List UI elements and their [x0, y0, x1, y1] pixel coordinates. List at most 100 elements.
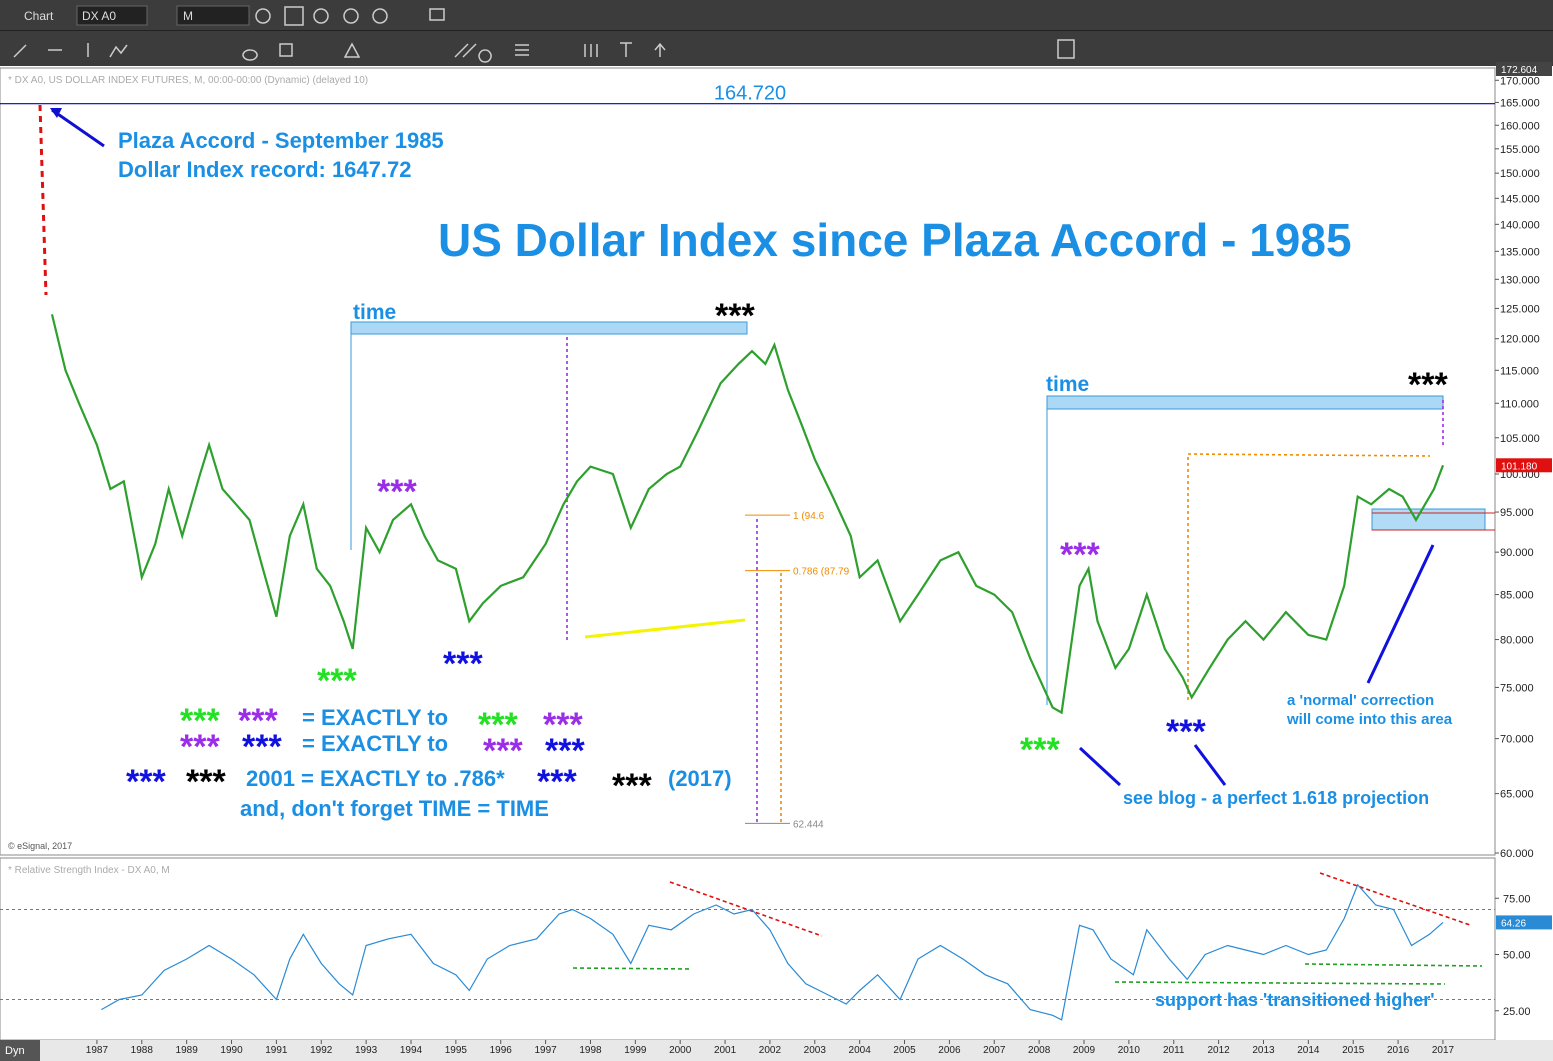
x-tick-label: 2014 [1297, 1045, 1320, 1056]
y-tick-label: 115.000 [1500, 365, 1539, 377]
y-tick-label: 70.000 [1500, 734, 1534, 746]
star: *** [186, 763, 226, 801]
y-tick-label: 170.000 [1500, 75, 1540, 87]
x-tick-label: 1995 [445, 1045, 468, 1056]
star: *** [317, 662, 357, 700]
x-tick-label: 1999 [624, 1045, 647, 1056]
y-tick-label: 75.000 [1500, 682, 1534, 694]
x-tick-label: 2005 [893, 1045, 916, 1056]
value-badge-label: 101.180 [1501, 461, 1538, 472]
series-line [101, 883, 1444, 1021]
star: *** [612, 767, 652, 805]
interval[interactable]: M [183, 9, 193, 23]
x-tick-label: 1998 [579, 1045, 602, 1056]
status-box [0, 1040, 40, 1061]
drop-line [38, 104, 48, 296]
star: *** [238, 702, 278, 740]
y-tick-label: 25.00 [1503, 1006, 1531, 1018]
x-tick-label: 2011 [1163, 1045, 1185, 1056]
x-tick-label: 2007 [983, 1045, 1006, 1056]
y-tick-label: 95.000 [1500, 507, 1534, 519]
x-tick-label: 1987 [86, 1045, 109, 1056]
y-tick-label: 85.000 [1500, 590, 1534, 602]
rsi-header: * Relative Strength Index - DX A0, M [8, 865, 170, 876]
rsi-panel [0, 857, 1496, 1041]
star: *** [1166, 713, 1206, 751]
y-tick-label: 135.000 [1500, 246, 1540, 258]
y-tick-label: 60.000 [1500, 848, 1534, 860]
x-tick-label: 1993 [355, 1045, 378, 1056]
y-tick-label: 140.000 [1500, 219, 1540, 231]
y-tick-label: 165.000 [1500, 97, 1540, 109]
y-tick-label: 160.000 [1500, 120, 1540, 132]
x-tick-label: 2013 [1252, 1045, 1275, 1056]
annotation: (2017) [668, 766, 732, 791]
annotation: 2001 = EXACTLY to .786* [246, 766, 505, 791]
x-tick-label: 2004 [849, 1045, 872, 1056]
x-tick-label: 1991 [265, 1045, 288, 1056]
star: *** [483, 732, 523, 770]
time-box [350, 321, 748, 335]
window-title: Chart [24, 9, 54, 23]
fib-label: 62.444 [793, 819, 824, 830]
star: *** [242, 728, 282, 766]
series-line [50, 314, 1445, 715]
time-box [1046, 395, 1444, 410]
fib-label: 1 (94.6 [793, 511, 825, 522]
x-tick-label: 2002 [759, 1045, 782, 1056]
x-tick-label: 1989 [176, 1045, 199, 1056]
star: *** [180, 702, 220, 740]
x-tick-label: 2016 [1387, 1045, 1410, 1056]
star: *** [1020, 731, 1060, 769]
symbol[interactable]: DX A0 [82, 9, 116, 23]
annotation: see blog - a perfect 1.618 projection [1123, 788, 1429, 808]
series-header: * DX A0, US DOLLAR INDEX FUTURES, M, 00:… [8, 75, 368, 86]
y-tick-label: 130.000 [1500, 274, 1540, 286]
y-tick-label: 145.000 [1500, 193, 1540, 205]
x-tick-label: 1988 [131, 1045, 154, 1056]
value-badge [1496, 915, 1552, 930]
value-badge [1496, 62, 1552, 76]
chart-title: US Dollar Index since Plaza Accord - 198… [438, 214, 1352, 266]
interval-box[interactable] [176, 5, 250, 26]
x-tick-label: 1994 [400, 1045, 423, 1056]
symbol-box[interactable] [76, 5, 148, 26]
x-tick-label: 2008 [1028, 1045, 1051, 1056]
annotation: = EXACTLY to [302, 731, 448, 756]
y-tick-label: 155.000 [1500, 144, 1540, 156]
price-panel [0, 67, 1496, 856]
time-label: time [1046, 373, 1089, 396]
support-lines [572, 963, 1483, 985]
x-tick-label: 2017 [1432, 1045, 1455, 1056]
guide-arrows [566, 336, 1444, 822]
time-label: time [353, 301, 396, 324]
annotation: = EXACTLY to [302, 705, 448, 730]
star: *** [537, 763, 577, 801]
x-tick-label: 1996 [490, 1045, 513, 1056]
star: *** [478, 706, 518, 744]
x-tick-label: 2012 [1207, 1045, 1230, 1056]
fib-label: 0.786 (87.79 [793, 567, 850, 578]
y-tick-label: 80.000 [1500, 635, 1534, 647]
y-tick-label: 125.000 [1500, 303, 1540, 315]
y-tick-label: 120.000 [1500, 334, 1540, 346]
star-marks: *** *** *** *** *** *** *** *** *** *** … [126, 297, 1448, 821]
x-axis-bar [0, 1040, 1553, 1061]
y-tick-label: 90.000 [1500, 547, 1534, 559]
value-badge [1496, 458, 1552, 473]
copyright: © eSignal, 2017 [8, 841, 72, 851]
star: *** [126, 763, 166, 801]
y-tick-label: 110.000 [1500, 398, 1539, 410]
star: *** [1060, 536, 1100, 574]
x-tick-label: 1990 [220, 1045, 243, 1056]
star: *** [715, 297, 755, 335]
annotation: Dollar Index record: 1647.72 [118, 157, 411, 182]
annotation: will come into this area [1286, 711, 1453, 728]
x-tick-label: 2009 [1073, 1045, 1096, 1056]
star: *** [543, 706, 583, 744]
star: *** [545, 732, 585, 770]
y-tick-label: 150.000 [1500, 168, 1540, 180]
x-tick-label: 2006 [938, 1045, 961, 1056]
x-tick-label: 2000 [669, 1045, 692, 1056]
